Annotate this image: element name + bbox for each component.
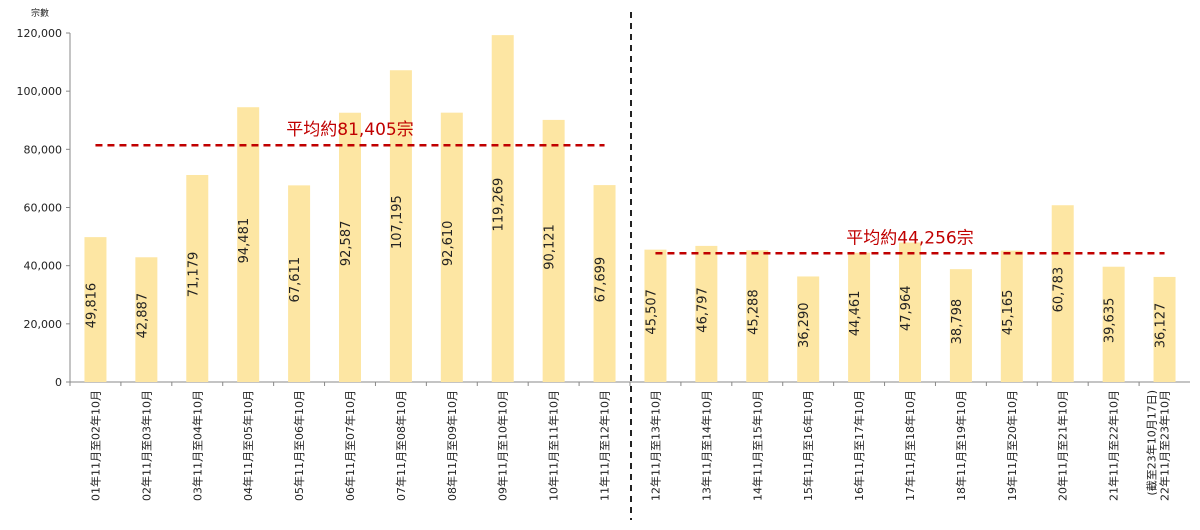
x-tick-label: 18年11月至19年10月 — [954, 390, 968, 501]
average-label: 平均約81,405宗 — [286, 120, 413, 140]
y-tick-label: 120,000 — [17, 27, 63, 40]
value-label: 49,816 — [84, 283, 99, 329]
bar — [440, 112, 463, 383]
bar — [1000, 250, 1023, 382]
y-tick-label: 100,000 — [17, 85, 63, 98]
y-axis-label: 宗數 — [31, 7, 49, 19]
value-label: 71,179 — [186, 252, 201, 298]
value-label: 39,635 — [1103, 298, 1118, 344]
value-label: 47,964 — [899, 286, 914, 332]
x-tick-label: 12年11月至13年10月 — [648, 390, 662, 501]
value-label: 45,165 — [1001, 290, 1016, 336]
value-label: 44,461 — [848, 291, 863, 337]
value-label: 67,611 — [288, 257, 303, 303]
value-label: 94,481 — [237, 218, 252, 264]
bar — [899, 242, 921, 382]
value-label: 67,699 — [594, 257, 609, 303]
bar — [1102, 266, 1125, 382]
value-label: 60,783 — [1052, 267, 1067, 313]
x-tick-label: 21年11月至22年10月 — [1107, 390, 1121, 501]
bar — [389, 70, 412, 382]
y-tick-label: 20,000 — [24, 318, 63, 331]
bar — [746, 250, 769, 382]
bar — [695, 245, 718, 382]
x-tick-label: 02年11月至03年10月 — [139, 390, 153, 501]
x-tick-label: 13年11月至14年10月 — [699, 390, 713, 501]
x-tick-label: 10年11月至11年10月 — [547, 390, 561, 501]
bar — [949, 269, 972, 382]
bar — [84, 237, 107, 382]
value-label: 107,195 — [390, 195, 405, 249]
y-tick-label: 80,000 — [24, 143, 63, 156]
bar — [186, 174, 209, 382]
value-label: 90,121 — [543, 224, 558, 269]
x-tick-label: 06年11月至07年10月 — [343, 390, 357, 501]
x-tick-label: 08年11月至09年10月 — [445, 390, 459, 501]
value-label: 45,507 — [644, 289, 659, 335]
x-tick-label: 05年11月至06年10月 — [292, 390, 306, 501]
value-label: 119,269 — [492, 178, 507, 232]
value-label: 92,610 — [441, 221, 456, 267]
x-tick-label: 16年11月至17年10月 — [852, 390, 866, 501]
bar — [491, 35, 514, 383]
bar — [797, 276, 820, 382]
bar — [339, 112, 361, 383]
value-label: 46,797 — [695, 287, 710, 333]
bar — [1051, 205, 1074, 382]
bar — [542, 119, 565, 382]
x-tick-label: 20年11月至21年10月 — [1056, 390, 1070, 501]
x-tick-label: 14年11月至15年10月 — [750, 390, 764, 501]
value-label: 36,290 — [797, 302, 812, 348]
bar — [237, 107, 260, 382]
average-label: 平均約44,256宗 — [846, 228, 973, 248]
x-tick-label: 03年11月至04年10月 — [190, 390, 204, 501]
x-tick-label: 19年11月至20年10月 — [1005, 390, 1019, 501]
value-label: 38,798 — [950, 299, 965, 345]
x-tick-label: 01年11月至02年10月 — [88, 390, 102, 501]
x-tick-label: 11年11月至12年10月 — [598, 390, 612, 501]
bar — [593, 185, 616, 382]
x-tick-label: 04年11月至05年10月 — [241, 390, 255, 501]
x-tick-label: 15年11月至16年10月 — [801, 390, 815, 501]
value-label: 42,887 — [135, 293, 150, 339]
value-label: 92,587 — [339, 221, 354, 267]
bar — [1153, 276, 1176, 382]
value-label: 45,288 — [746, 289, 761, 335]
bar — [288, 185, 311, 382]
x-tick-label: 22年11月至23年10月(截至23年10月17日) — [1145, 390, 1172, 501]
bar — [135, 257, 158, 382]
x-tick-label: 07年11月至08年10月 — [394, 390, 408, 501]
value-label: 36,127 — [1154, 303, 1169, 349]
bar — [848, 252, 871, 382]
y-tick-label: 40,000 — [24, 260, 63, 273]
y-tick-label: 60,000 — [24, 202, 63, 215]
bar — [644, 249, 667, 382]
x-tick-label: 09年11月至10年10月 — [496, 390, 510, 501]
x-tick-label: 17年11月至18年10月 — [903, 390, 917, 501]
y-tick-label: 0 — [55, 376, 62, 389]
